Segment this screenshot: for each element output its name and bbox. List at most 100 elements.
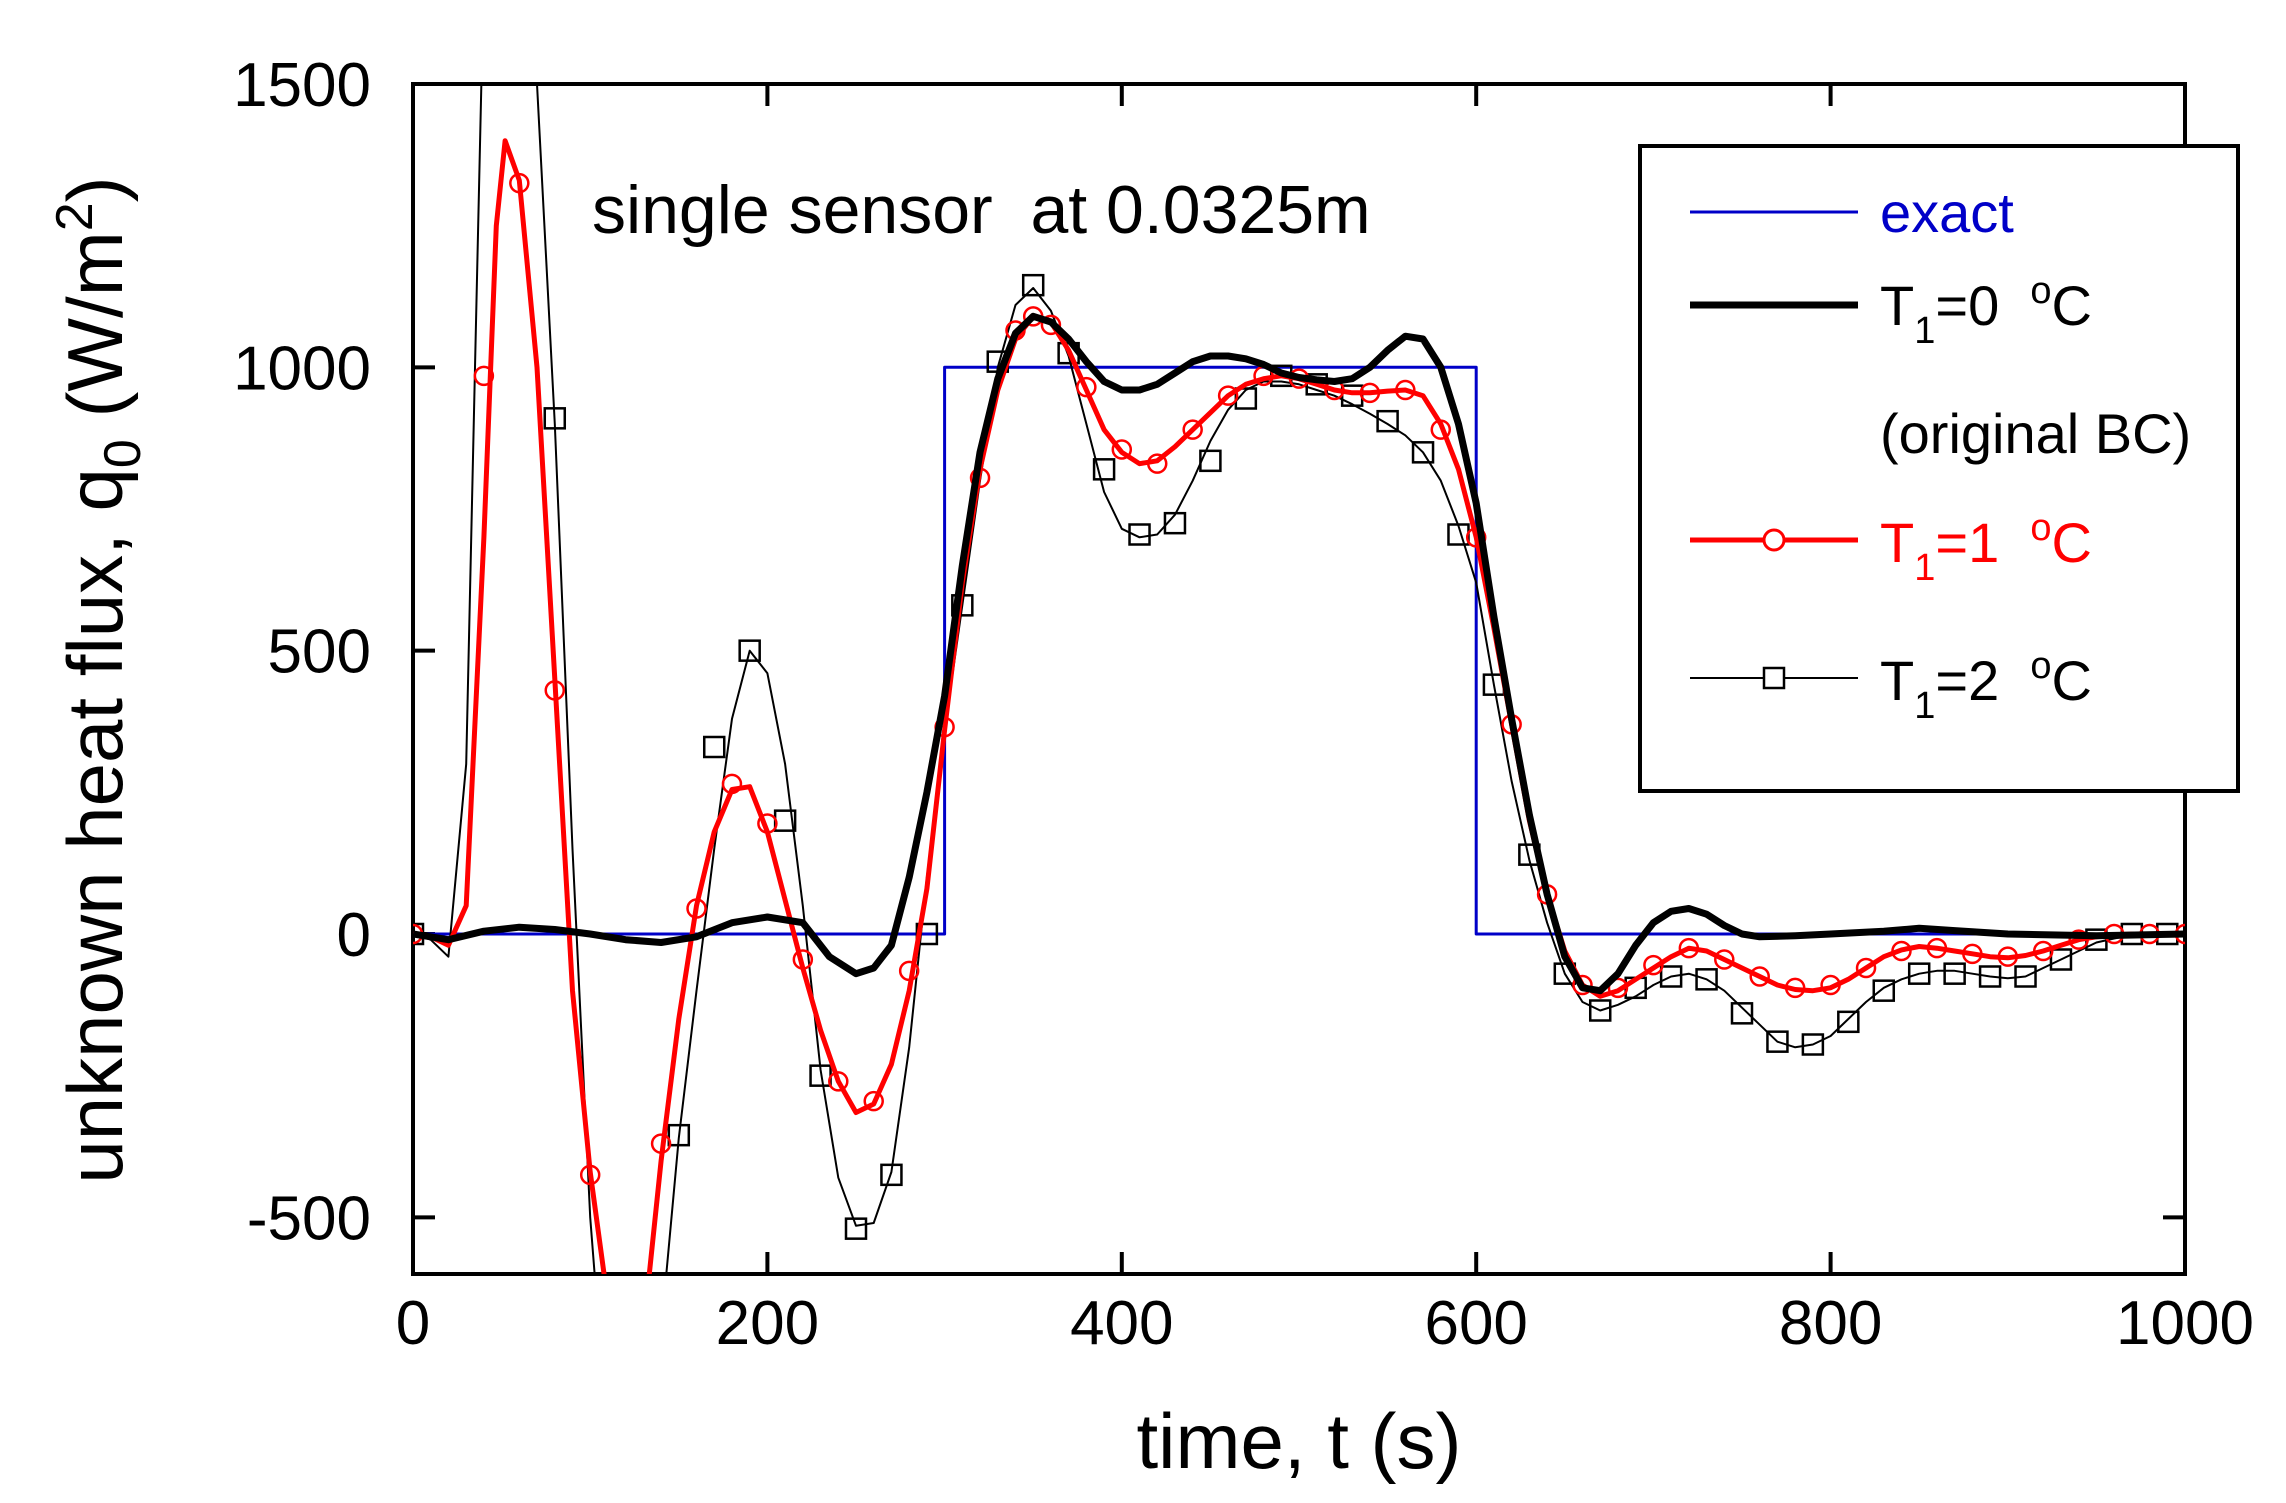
y-label-unit-open: (W/m (51, 231, 139, 439)
data-point-t1_1 (1855, 957, 1877, 979)
data-point-t1_1 (686, 898, 707, 919)
y-label-prefix: unknown heat flux, q (51, 468, 139, 1183)
data-point-t1_1 (1182, 419, 1203, 440)
legend-t1-2-eq: =2 (1935, 649, 2030, 712)
data-point-t1_2 (1978, 965, 2002, 988)
data-point-t1_1 (1784, 977, 1806, 999)
data-point-t1_1 (1926, 937, 1948, 959)
data-point-t1_1 (757, 813, 778, 834)
data-point-t1_2 (2014, 965, 2037, 988)
data-point-t1_1 (1111, 439, 1133, 460)
y-tick-label: 1500 (233, 51, 371, 120)
legend-label-t1-0: T1=0 oC (1880, 270, 2092, 352)
series-layer (413, 84, 2185, 1314)
legend-label-t1-0-line2: (original BC) (1880, 402, 2191, 465)
x-axis-label: time, t (s) (1137, 1397, 1462, 1485)
plot-annotation: single sensor at 0.0325m (592, 172, 1371, 248)
legend-t1-0-sup: o (2030, 270, 2051, 312)
data-point-t1_1 (1962, 943, 1983, 965)
data-point-t1_2 (1659, 965, 1683, 988)
data-point-t1_1 (579, 1164, 601, 1186)
legend-t1-1-unit: C (2051, 511, 2091, 574)
data-point-t1_2 (2049, 948, 2073, 971)
data-point-t1_1 (509, 172, 530, 194)
x-tick-label: 1000 (2116, 1289, 2254, 1358)
legend-t1-1-main: T (1880, 511, 1914, 574)
legend-t1-1-sup: o (2030, 507, 2051, 549)
data-point-t1_1 (1572, 974, 1593, 996)
data-point-t1_1 (2032, 940, 2054, 962)
x-tick-label: 600 (1424, 1289, 1527, 1358)
data-point-t1_1 (1714, 949, 1735, 970)
data-point-t1_1 (1607, 977, 1629, 999)
data-point-t1_2 (738, 639, 761, 662)
legend-label-t1-2: T1=2 oC (1880, 645, 2092, 727)
legend-label-exact: exact (1880, 181, 2014, 244)
data-point-t1_1 (1465, 527, 1487, 548)
legend-marker-t1-1 (1762, 528, 1786, 552)
data-point-t1_1 (863, 1090, 884, 1112)
legend-t1-2-unit: C (2051, 649, 2091, 712)
legend-box (1638, 144, 2240, 793)
data-point-t1_1 (1997, 946, 2019, 967)
data-point-t1_2 (543, 407, 567, 430)
data-point-t1_1 (1820, 974, 1841, 996)
x-tick-label: 400 (1070, 1289, 1173, 1358)
data-point-t1_2 (1730, 1002, 1754, 1025)
y-label-subscript: 0 (94, 439, 152, 468)
legend-marker-t1-2 (1762, 666, 1786, 690)
data-point-t1_1 (650, 1133, 672, 1154)
y-tick-label: 500 (268, 618, 371, 687)
y-label-superscript: 2 (46, 202, 104, 231)
y-label-unit-close: ) (51, 176, 139, 202)
data-point-t1_1 (1749, 966, 1770, 987)
series-line-exact (413, 365, 2185, 936)
legend-t1-2-sup: o (2030, 645, 2051, 687)
data-point-t1_1 (898, 960, 920, 982)
data-point-t1_1 (617, 1296, 635, 1314)
y-tick-label: 1000 (233, 334, 371, 403)
data-point-t1_1 (1678, 937, 1700, 959)
legend-t1-0-sub: 1 (1914, 310, 1935, 352)
legend-t1-0-unit: C (2051, 274, 2091, 337)
data-point-t1_2 (880, 1163, 903, 1187)
data-point-t1_1 (1146, 453, 1168, 474)
data-point-t1_2 (1588, 999, 1612, 1022)
data-point-t1_2 (1907, 962, 1931, 985)
data-point-t1_1 (1643, 954, 1664, 976)
legend-t1-0-eq: =0 (1935, 274, 2030, 337)
data-point-t1_2 (1872, 979, 1896, 1002)
legend-t1-1-sub: 1 (1914, 547, 1935, 589)
data-point-t1_1 (473, 365, 495, 387)
legend-t1-0-main: T (1880, 274, 1914, 337)
data-point-t1_2 (1199, 449, 1222, 473)
data-point-t1_2 (1801, 1033, 1825, 1056)
data-point-t1_1 (721, 773, 743, 795)
data-point-t1_1 (792, 949, 814, 970)
data-point-t1_2 (1340, 384, 1364, 407)
data-point-t1_2 (1766, 1030, 1789, 1053)
data-point-t1_1 (1359, 382, 1381, 404)
legend-t1-1-eq: =1 (1935, 511, 2030, 574)
y-axis-label: unknown heat flux, q0 (W/m2) (46, 176, 152, 1183)
data-point-t1_1 (828, 1071, 849, 1092)
data-point-t1_1 (544, 680, 566, 701)
legend: exact T1=0 oC (original BC) T1=1 oC T1=2… (1638, 144, 2240, 793)
data-point-t1_2 (1128, 523, 1151, 546)
series-line-t1_0 (413, 312, 2185, 995)
data-point-t1_1 (1076, 376, 1097, 398)
data-point-t1_2 (1943, 962, 1966, 985)
axis-ticks: 0 200 400 600 800 1000 -500 0 500 1000 1500 (233, 51, 2254, 1358)
x-tick-label: 200 (716, 1289, 819, 1358)
legend-t1-2-sub: 1 (1914, 685, 1935, 727)
data-point-t1_2 (1837, 1010, 1860, 1034)
data-point-t1_1 (1395, 379, 1416, 401)
data-point-t1_2 (702, 735, 726, 759)
data-point-t1_2 (667, 1123, 691, 1147)
data-point-t1_2 (1695, 968, 1718, 991)
x-tick-label: 0 (396, 1289, 430, 1358)
data-point-t1_1 (1217, 385, 1239, 406)
data-point-t1_2 (1376, 409, 1399, 433)
data-point-t1_1 (2068, 929, 2089, 950)
